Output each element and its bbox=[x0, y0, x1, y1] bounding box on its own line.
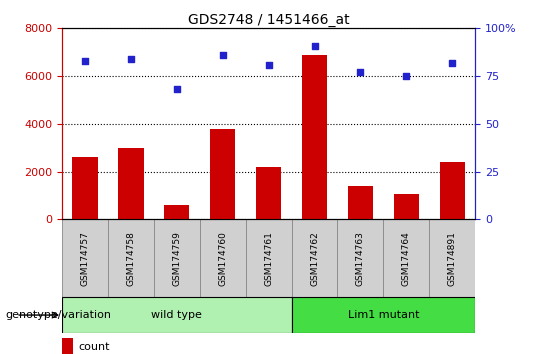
Text: GSM174761: GSM174761 bbox=[264, 231, 273, 286]
Point bbox=[402, 73, 410, 79]
Bar bbox=[292, 219, 338, 297]
Bar bbox=[200, 219, 246, 297]
Point bbox=[356, 69, 365, 75]
Title: GDS2748 / 1451466_at: GDS2748 / 1451466_at bbox=[188, 13, 349, 27]
Bar bbox=[394, 194, 419, 219]
Bar bbox=[108, 219, 154, 297]
Bar bbox=[256, 167, 281, 219]
Bar bbox=[62, 219, 108, 297]
Point bbox=[218, 52, 227, 58]
Point bbox=[265, 62, 273, 68]
Bar bbox=[210, 129, 235, 219]
Bar bbox=[62, 297, 292, 333]
Bar bbox=[72, 157, 98, 219]
Text: wild type: wild type bbox=[151, 310, 202, 320]
Text: GSM174764: GSM174764 bbox=[402, 231, 411, 286]
Bar bbox=[440, 162, 465, 219]
Text: count: count bbox=[78, 342, 110, 352]
Text: GSM174758: GSM174758 bbox=[126, 231, 136, 286]
Point bbox=[172, 87, 181, 92]
Point bbox=[448, 60, 456, 65]
Point bbox=[126, 56, 135, 62]
Bar bbox=[154, 219, 200, 297]
Text: GSM174757: GSM174757 bbox=[80, 231, 90, 286]
Text: GSM174891: GSM174891 bbox=[448, 231, 457, 286]
Bar bbox=[292, 297, 475, 333]
Text: GSM174759: GSM174759 bbox=[172, 231, 181, 286]
Text: GSM174760: GSM174760 bbox=[218, 231, 227, 286]
Text: GSM174762: GSM174762 bbox=[310, 231, 319, 286]
Bar bbox=[118, 148, 144, 219]
Text: Lim1 mutant: Lim1 mutant bbox=[348, 310, 419, 320]
Bar bbox=[302, 55, 327, 219]
Text: genotype/variation: genotype/variation bbox=[5, 310, 111, 320]
Bar bbox=[338, 219, 383, 297]
Text: GSM174763: GSM174763 bbox=[356, 231, 365, 286]
Point bbox=[310, 43, 319, 48]
Bar bbox=[348, 186, 373, 219]
Bar bbox=[383, 219, 429, 297]
Bar bbox=[429, 219, 475, 297]
Bar bbox=[164, 205, 190, 219]
Point bbox=[81, 58, 90, 64]
Bar bbox=[246, 219, 292, 297]
